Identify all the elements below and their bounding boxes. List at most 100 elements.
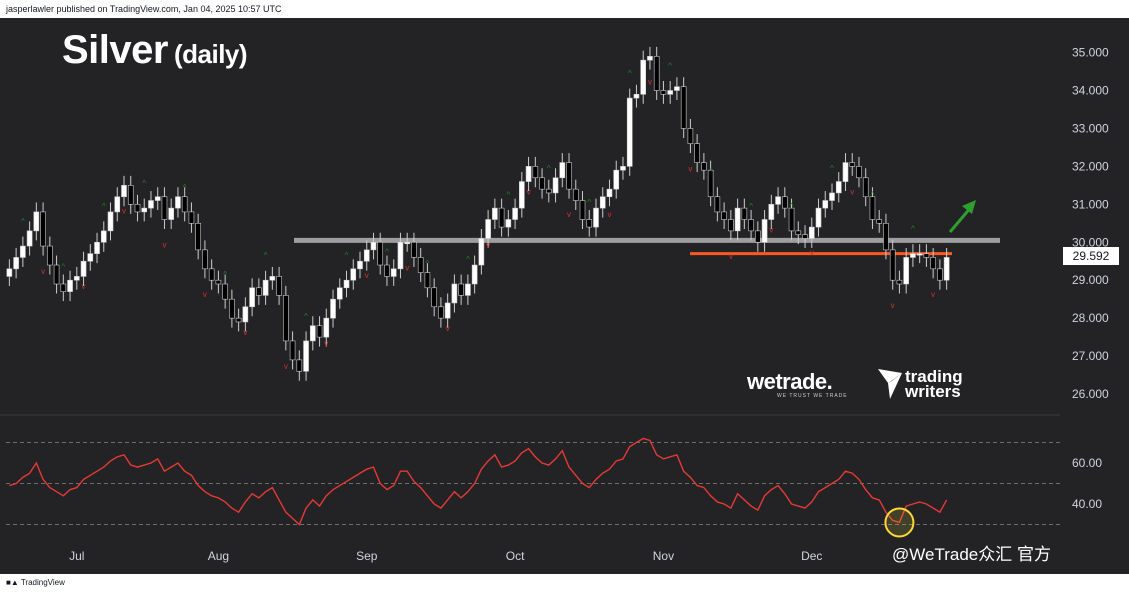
trading-writers-line2: writers — [905, 382, 961, 401]
swing-high-marker: ^ — [264, 251, 268, 260]
candle-body — [87, 253, 94, 262]
candle-body — [47, 245, 53, 266]
candle-body — [674, 86, 680, 91]
candle-body — [842, 162, 849, 182]
price-tick-label: 29.000 — [1072, 273, 1109, 287]
swing-high-marker: ^ — [223, 270, 227, 279]
price-tick-label: 31.000 — [1072, 197, 1109, 211]
swing-high-marker: ^ — [628, 69, 632, 78]
candle-body — [168, 207, 174, 220]
candle-body — [572, 188, 579, 201]
trading-writers-icon — [878, 369, 902, 399]
candle-body — [667, 90, 673, 95]
candle-body — [417, 257, 424, 273]
candle-body — [694, 143, 700, 163]
swing-low-marker: v — [850, 187, 854, 196]
candle-body — [889, 249, 896, 281]
price-tick-label: 26.000 — [1072, 387, 1109, 401]
candle-body — [269, 276, 276, 281]
swing-low-marker: v — [82, 282, 86, 291]
candle-body — [262, 279, 269, 296]
price-tick-label: 33.000 — [1072, 121, 1109, 135]
candle-body — [687, 128, 694, 144]
swing-low-marker: v — [729, 252, 733, 261]
candle-body — [20, 245, 26, 258]
candle-body — [451, 283, 458, 304]
candle-body — [127, 185, 134, 205]
swing-high-marker: ^ — [183, 183, 187, 192]
candle-body — [829, 192, 835, 201]
candle-body — [148, 200, 154, 209]
candle-body — [188, 211, 195, 224]
candle-body — [377, 241, 384, 266]
x-tick-label: Dec — [801, 549, 822, 563]
candle-body — [121, 185, 127, 198]
candle-body — [869, 196, 876, 220]
candle-body — [606, 188, 613, 198]
candle-body — [781, 196, 788, 209]
candle-body — [458, 283, 464, 296]
candle-body — [856, 166, 862, 179]
publish-header: jasperlawler published on TradingView.co… — [0, 0, 1129, 18]
chart-area[interactable] — [0, 18, 1129, 574]
swing-high-marker: ^ — [426, 259, 430, 268]
wetrade-tagline: WE TRUST WE TRADE — [777, 393, 848, 399]
candle-body — [539, 177, 545, 190]
swing-high-marker: ^ — [911, 225, 915, 234]
candle-body — [822, 200, 829, 209]
candle-body — [802, 234, 808, 239]
candle-body — [579, 200, 586, 220]
candle-body — [336, 287, 343, 300]
candle-body — [235, 317, 242, 323]
swing-high-marker: ^ — [142, 179, 146, 188]
wetrade-logo-text: wetrade. — [747, 369, 833, 394]
candle-body — [896, 279, 903, 285]
candle-body — [640, 59, 647, 95]
candle-body — [141, 207, 148, 213]
candle-body — [552, 177, 559, 194]
publish-header-text: jasperlawler published on TradingView.co… — [6, 4, 282, 14]
swing-high-marker: ^ — [749, 202, 753, 211]
swing-low-marker: v — [284, 362, 288, 371]
candle-body — [707, 169, 714, 198]
swing-low-marker: v — [162, 241, 166, 250]
candle-body — [134, 204, 141, 213]
swing-high-marker: ^ — [587, 198, 591, 207]
candle-body — [525, 166, 532, 182]
candle-body — [222, 283, 228, 300]
x-tick-label: Sep — [356, 549, 378, 563]
last-price-tag: 29.592 — [1063, 247, 1119, 265]
candle-body — [13, 257, 19, 270]
rsi-tick-label: 40.00 — [1072, 497, 1102, 511]
candle-body — [653, 56, 660, 91]
candle-body — [303, 340, 309, 372]
candle-body — [276, 276, 282, 296]
candle-body — [532, 166, 539, 179]
chart-title: Silver (daily) — [62, 28, 248, 73]
candle-body — [647, 56, 653, 61]
candle-body — [620, 166, 626, 171]
chart-title-sub: (daily) — [173, 39, 248, 69]
candle-body — [181, 196, 188, 213]
swing-high-marker: ^ — [345, 251, 349, 260]
candle-body — [755, 230, 761, 243]
candle-body — [67, 279, 73, 292]
candle-body — [728, 219, 734, 232]
candle-body — [883, 222, 889, 251]
swing-low-marker: v — [810, 248, 814, 257]
candle-body — [363, 249, 370, 262]
swing-low-marker: v — [324, 339, 328, 348]
swing-low-marker: v — [931, 290, 935, 299]
candle-body — [748, 219, 754, 232]
swing-low-marker: v — [527, 187, 531, 196]
candle-body — [519, 181, 525, 209]
candle-body — [660, 90, 667, 95]
candle-body — [40, 211, 46, 247]
footer-brand: TradingView — [20, 578, 65, 587]
candle-body — [768, 204, 775, 220]
candle-body — [384, 264, 390, 277]
x-tick-label: Jul — [69, 549, 84, 563]
candle-body — [444, 302, 451, 319]
candle-body — [424, 272, 431, 289]
